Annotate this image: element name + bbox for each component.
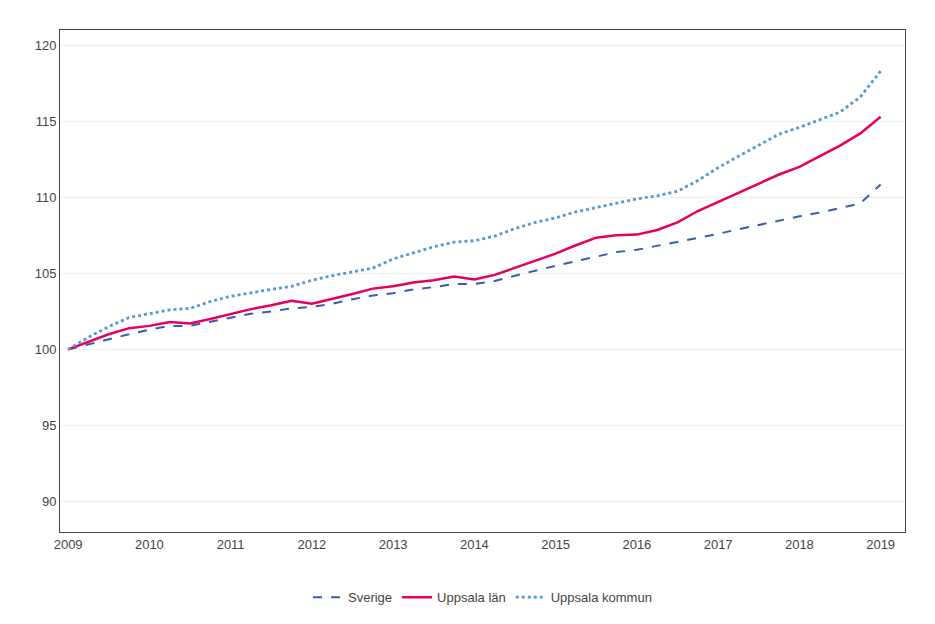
svg-text:Uppsala kommun: Uppsala kommun xyxy=(551,590,652,605)
svg-text:100: 100 xyxy=(35,342,57,357)
svg-text:2017: 2017 xyxy=(704,537,733,552)
svg-text:2011: 2011 xyxy=(217,537,245,552)
svg-text:120: 120 xyxy=(35,38,57,53)
svg-text:110: 110 xyxy=(36,190,57,205)
svg-text:2018: 2018 xyxy=(785,537,814,552)
svg-text:2015: 2015 xyxy=(541,537,570,552)
svg-text:95: 95 xyxy=(42,418,56,433)
svg-text:Uppsala län: Uppsala län xyxy=(437,590,506,605)
svg-text:115: 115 xyxy=(36,114,57,129)
svg-text:2016: 2016 xyxy=(622,537,651,552)
svg-text:2009: 2009 xyxy=(54,537,83,552)
svg-text:2014: 2014 xyxy=(460,537,489,552)
svg-text:90: 90 xyxy=(42,494,56,509)
svg-text:2010: 2010 xyxy=(135,537,164,552)
svg-text:2013: 2013 xyxy=(379,537,408,552)
svg-text:2012: 2012 xyxy=(297,537,326,552)
svg-text:105: 105 xyxy=(35,266,57,281)
svg-text:2019: 2019 xyxy=(866,537,895,552)
svg-text:Sverige: Sverige xyxy=(348,590,392,605)
